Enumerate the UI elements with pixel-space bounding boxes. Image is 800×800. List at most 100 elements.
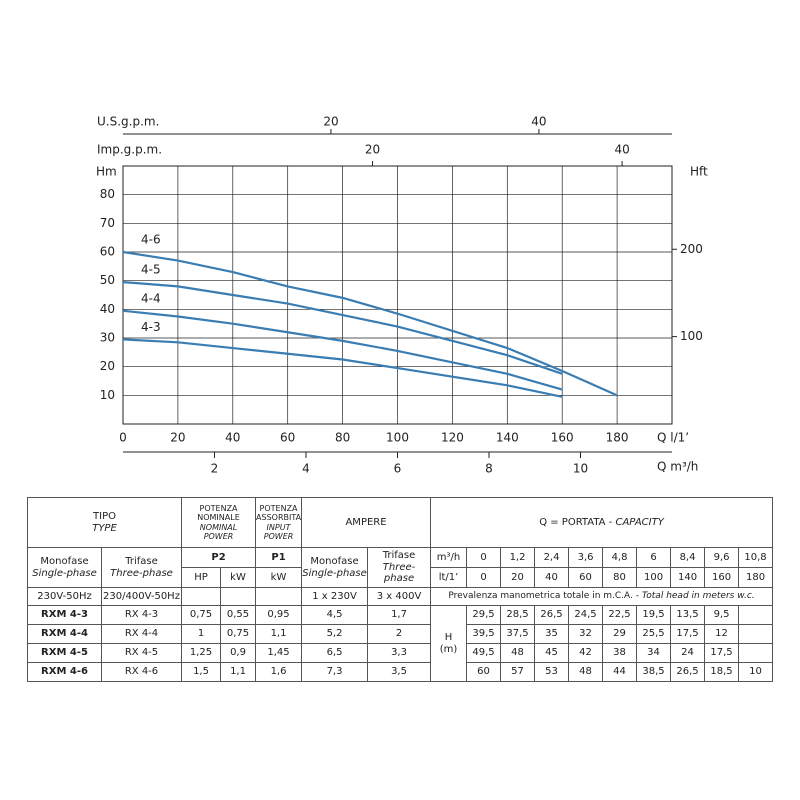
p2-header: POTENZA NOMINALE NOMINAL POWER — [181, 497, 257, 548]
head-note: Prevalenza manometrica totale in m.C.A. … — [430, 587, 774, 606]
head-value: 57 — [500, 662, 536, 682]
spec: 0,95 — [255, 605, 303, 625]
q-m3h: 0 — [466, 547, 502, 568]
head-value: 32 — [568, 624, 604, 644]
text: TYPE — [92, 522, 117, 534]
head-value: 22,5 — [602, 605, 638, 625]
q-m3h: 9,6 — [704, 547, 740, 568]
y-tick-label: 80 — [100, 187, 115, 201]
q-lmin: 100 — [636, 567, 672, 588]
single-phase: Monofase Single-phase — [27, 547, 102, 588]
y-axis-label: Hm — [96, 165, 117, 179]
head-value: 37,5 — [500, 624, 536, 644]
y-tick-label: 60 — [100, 245, 115, 259]
series-label: 4-6 — [141, 233, 161, 247]
x-tick-label: 160 — [551, 431, 574, 445]
y2-axis-label: Hft — [690, 165, 708, 179]
top-tick-label: 20 — [365, 143, 380, 157]
q-lmin: 140 — [670, 567, 706, 588]
y-tick-label: 50 — [100, 273, 115, 287]
spec: 3,3 — [367, 643, 432, 663]
text: H — [444, 632, 453, 643]
spec: 1,1 — [255, 624, 303, 644]
x-tick-label: 0 — [119, 431, 127, 445]
head-value: 24,5 — [568, 605, 604, 625]
head-value: 35 — [534, 624, 570, 644]
spec: 1,45 — [255, 643, 303, 663]
head-value: 29 — [602, 624, 638, 644]
x-tick-label: 40 — [225, 431, 240, 445]
model: RX 4-6 — [100, 662, 183, 682]
y-tick-label: 40 — [100, 302, 115, 316]
text: Trifase — [125, 556, 158, 567]
head-value — [738, 624, 774, 644]
header-row: TIPO TYPE POTENZA NOMINALE NOMINAL POWER P… — [26, 497, 774, 548]
x-tick-label: 140 — [496, 431, 519, 445]
model-row: RXM 4-6 RX 4-6 1,5 1,1 1,6 7,3 3,5 60 57 53 48 44 38… — [27, 662, 774, 682]
model: RXM 4-3 — [27, 605, 102, 625]
text: Prevalenza manometrica totale in m.C.A. … — [448, 591, 640, 602]
spec: 3,5 — [367, 662, 432, 682]
head-value: 49,5 — [466, 643, 502, 663]
model-row: RXM 4-3 RX 4-3 0,75 0,55 0,95 4,5 1,7 H (m) 29,5 2… — [27, 605, 774, 682]
series-label: 4-3 — [141, 320, 161, 334]
head-value: 45 — [534, 643, 570, 663]
x-tick-label: 180 — [606, 431, 629, 445]
head-value: 25,5 — [636, 624, 672, 644]
text: Single-phase — [32, 567, 97, 579]
text: (m) — [439, 643, 458, 655]
model: RXM 4-5 — [27, 643, 102, 663]
head-value: 38,5 — [636, 662, 672, 682]
top-axis-label: Imp.g.p.m. — [97, 143, 162, 157]
top-tick-label: 20 — [323, 115, 338, 129]
series-label: 4-5 — [141, 263, 161, 277]
head-value: 60 — [466, 662, 502, 682]
y-tick-label: 20 — [100, 359, 115, 373]
head-value: 17,5 — [704, 643, 740, 663]
unit: lt/1’ — [430, 567, 468, 588]
model-row: RXM 4-4 RX 4-4 1 0,75 1,1 5,2 2 39,5 37,5 35 32 29 2… — [27, 624, 774, 644]
spec-table: TIPO TYPE POTENZA NOMINALE NOMINAL POWER P… — [26, 497, 774, 682]
head-value: 26,5 — [670, 662, 706, 682]
q-m3h: 1,2 — [500, 547, 536, 568]
capacity-header: Q = PORTATA - CAPACITY — [430, 497, 774, 548]
voltage: 3 x 400V — [367, 587, 432, 606]
text: CAPACITY — [615, 516, 664, 528]
voltage-row: 230V-50Hz 230/400V-50Hz 1 x 230V 3 x 400… — [27, 587, 774, 606]
q-m3h: 8,4 — [670, 547, 706, 568]
spec: 0,55 — [220, 605, 257, 625]
head-value: 10 — [738, 662, 774, 682]
table-body: TIPO TYPE POTENZA NOMINALE NOMINAL POWER P… — [26, 497, 774, 682]
model: RX 4-5 — [100, 643, 183, 663]
head-value: 29,5 — [466, 605, 502, 625]
head-value: 12 — [704, 624, 740, 644]
q-lmin: 40 — [534, 567, 570, 588]
spec: 0,75 — [220, 624, 257, 644]
head-value: 48 — [500, 643, 536, 663]
spec: 1,5 — [181, 662, 222, 682]
x-tick-label: 120 — [441, 431, 464, 445]
unit: m³/h — [430, 547, 468, 568]
head-value: 53 — [534, 662, 570, 682]
model-row: RXM 4-5 RX 4-5 1,25 0,9 1,45 6,5 3,3 49,5 48 45 42… — [27, 643, 774, 663]
head-value: 13,5 — [670, 605, 706, 625]
series-label: 4-4 — [141, 291, 161, 305]
spec: 1,25 — [181, 643, 222, 663]
blank — [181, 587, 222, 606]
type-header: TIPO TYPE — [26, 497, 183, 548]
y2-tick-label: 200 — [680, 242, 703, 256]
x-tick-label: 60 — [280, 431, 295, 445]
head-value: 26,5 — [534, 605, 570, 625]
text: INPUT POWER — [263, 522, 294, 541]
chart: 0 20 40 60 80 100 120 140 160 180 10 20 30 40 50 60 70 80… — [96, 115, 708, 476]
y-tick-label: 10 — [100, 388, 115, 402]
model: RXM 4-4 — [27, 624, 102, 644]
text: Total head in meters w.c. — [641, 591, 755, 602]
text: Single-phase — [302, 567, 367, 579]
model: RXM 4-6 — [27, 662, 102, 682]
voltage: 1 x 230V — [301, 587, 369, 606]
model: RX 4-4 — [100, 624, 183, 644]
q-m3h: 4,8 — [602, 547, 638, 568]
head-value: 9,5 — [704, 605, 740, 625]
